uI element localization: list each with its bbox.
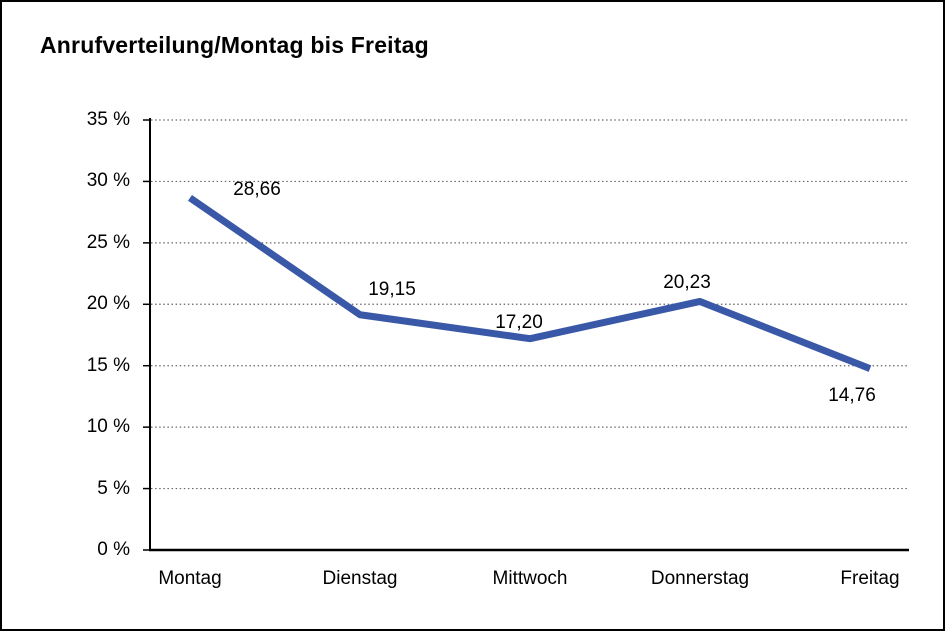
y-axis-tick-label: 20 % <box>86 293 130 315</box>
x-axis-category-label: Donnerstag <box>650 568 750 589</box>
data-point-label: 20,23 <box>663 272 711 294</box>
data-point-label: 17,20 <box>495 311 543 333</box>
y-axis-tick-label: 5 % <box>97 477 130 499</box>
x-axis-category-label: Dienstag <box>322 568 398 589</box>
data-point-label: 14,76 <box>828 384 876 406</box>
data-point-label: 19,15 <box>368 278 416 300</box>
y-axis-tick-label: 35 % <box>86 109 130 130</box>
data-point-label: 28,66 <box>233 178 281 200</box>
chart-title: Anrufverteilung/Montag bis Freitag <box>40 32 429 58</box>
y-axis-tick-label: 25 % <box>86 231 130 253</box>
y-axis-tick-label: 0 % <box>97 539 130 560</box>
y-axis-tick-label: 30 % <box>86 170 130 192</box>
y-axis-tick-label: 10 % <box>86 416 130 438</box>
y-axis-tick-label: 15 % <box>86 354 130 376</box>
x-axis-category-label: Freitag <box>840 568 900 589</box>
data-series-line <box>188 195 872 372</box>
x-axis-category-label: Montag <box>158 568 222 589</box>
x-axis-category-label: Mittwoch <box>492 568 568 589</box>
